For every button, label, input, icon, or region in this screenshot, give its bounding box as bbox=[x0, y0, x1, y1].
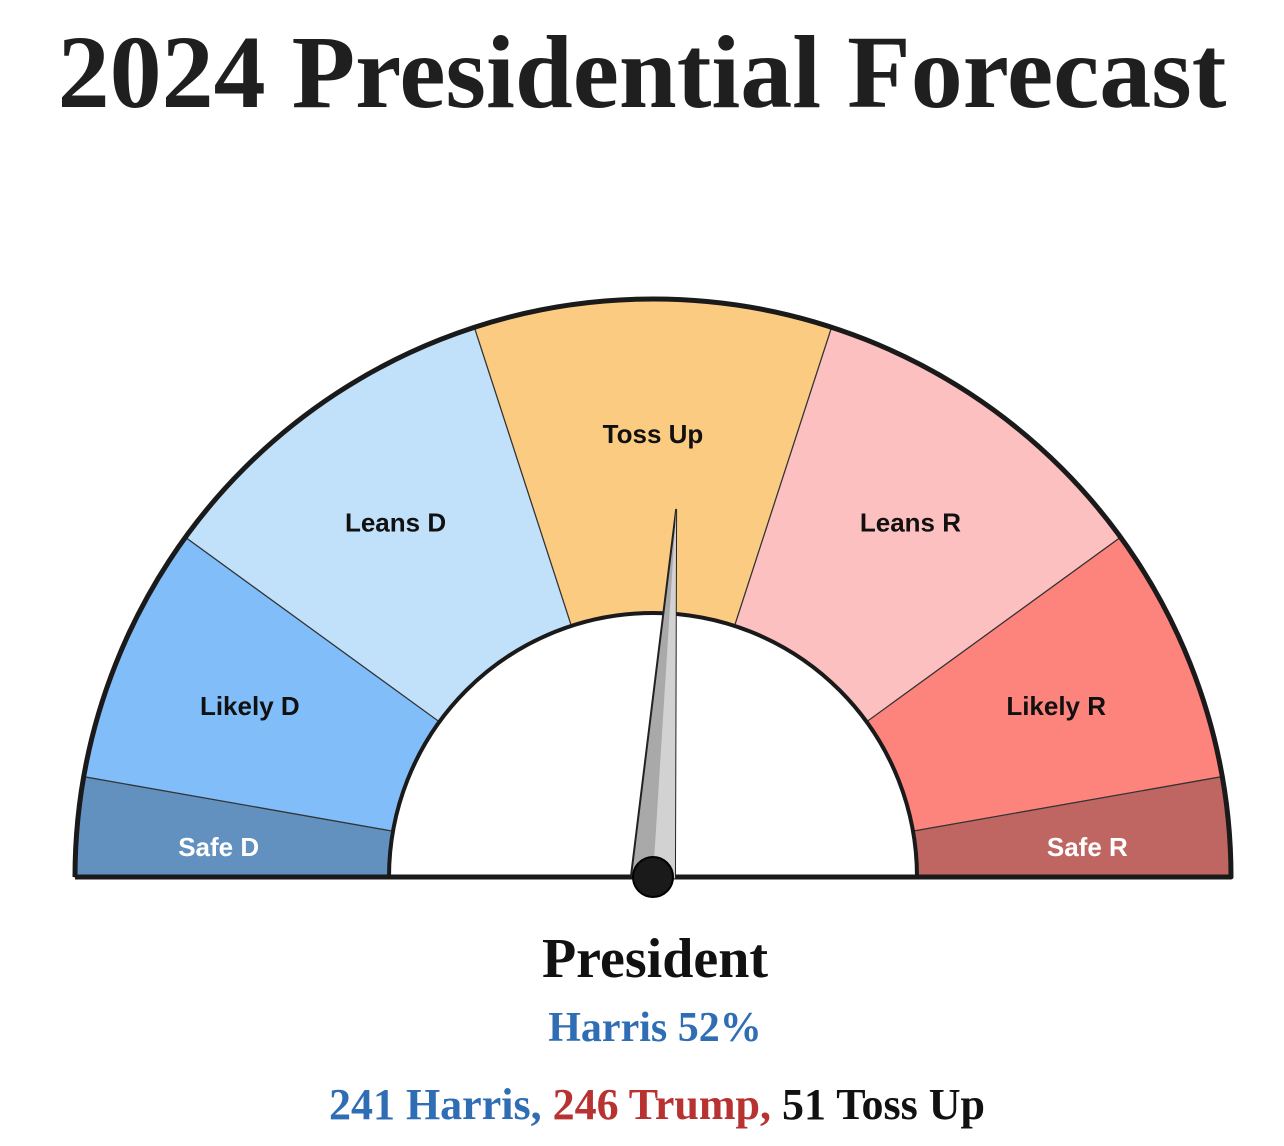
needle-highlight bbox=[653, 509, 677, 879]
leader-text: Harris 52% bbox=[548, 1005, 762, 1051]
gauge-label-leans-r: Leans R bbox=[860, 508, 961, 538]
gauge-label-safe-d: Safe D bbox=[178, 832, 259, 862]
gauge-outline bbox=[72, 296, 1234, 880]
trump-total: 246 Trump, bbox=[552, 1080, 772, 1129]
electoral-totals: 241 Harris, 246 Trump, 51 Toss Up bbox=[0, 1078, 1284, 1132]
page-title: 2024 Presidential Forecast bbox=[57, 15, 1227, 130]
gauge-needle bbox=[630, 508, 678, 898]
gauge-label-safe-r: Safe R bbox=[1047, 832, 1128, 862]
tossup-total: 51 Toss Up bbox=[782, 1080, 986, 1129]
gauge-label-toss-up: Toss Up bbox=[603, 419, 704, 449]
harris-total: 241 Harris, bbox=[328, 1080, 542, 1129]
needle-hub bbox=[632, 856, 674, 898]
gauge-label-likely-r: Likely R bbox=[1006, 691, 1106, 721]
gauge-label-likely-d: Likely D bbox=[200, 691, 300, 721]
gauge-label-leans-d: Leans D bbox=[345, 508, 446, 538]
race-label: President bbox=[541, 928, 769, 990]
